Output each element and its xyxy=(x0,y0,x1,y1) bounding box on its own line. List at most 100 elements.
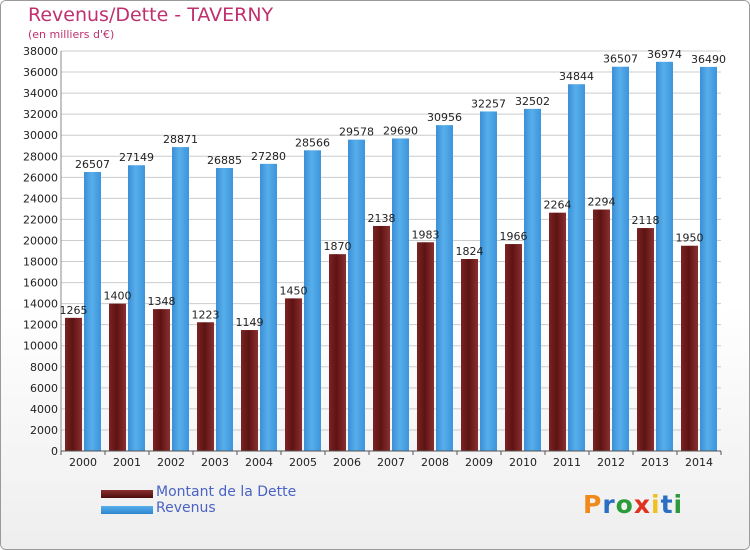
x-axis: 2000 2001 2002 2003 2004 2005 2006 2007 2008 2009… xyxy=(60,450,722,469)
bar-dette xyxy=(109,303,126,451)
x-tick-label: 2007 xyxy=(377,456,405,469)
x-tick-label: 2011 xyxy=(553,456,581,469)
legend-swatch-revenus xyxy=(101,506,153,514)
x-tick-label: 2005 xyxy=(289,456,317,469)
x-tick-label: 2006 xyxy=(333,456,361,469)
y-tick-label: 4000 xyxy=(30,403,58,416)
value-label-dette: 1824 xyxy=(456,245,484,258)
legend-label-revenus: Revenus xyxy=(156,500,216,516)
proxiti-logo: Proxiti xyxy=(583,490,683,519)
bar-revenus xyxy=(700,66,717,451)
x-tick-label: 2008 xyxy=(421,456,449,469)
y-tick-label: 8000 xyxy=(30,361,58,374)
y-tick-label: 16000 xyxy=(23,277,58,290)
value-label-revenus: 36974 xyxy=(647,48,682,61)
legend-swatch-dette xyxy=(101,490,153,498)
value-label-revenus: 36507 xyxy=(603,53,638,66)
y-tick-label: 24000 xyxy=(23,192,58,205)
y-tick-label: 12000 xyxy=(23,319,58,332)
x-tick-label: 2003 xyxy=(201,456,229,469)
value-label-revenus: 29690 xyxy=(383,124,418,137)
bar-dette xyxy=(65,317,82,451)
bar-revenus xyxy=(172,147,189,452)
value-label-dette: 1400 xyxy=(104,290,132,303)
bar-dette xyxy=(505,244,522,451)
bar-revenus xyxy=(656,61,673,452)
value-label-dette: 2118 xyxy=(632,214,660,227)
value-label-dette: 2264 xyxy=(544,199,572,212)
y-axis: 0 2000 4000 6000 8000 10000 12000 14000 16000 180… xyxy=(23,45,62,458)
value-label-revenus: 26507 xyxy=(75,158,110,171)
value-label-dette: 1149 xyxy=(236,316,264,329)
x-tick-label: 2012 xyxy=(597,456,625,469)
value-label-dette: 1223 xyxy=(192,308,220,321)
value-label-revenus: 32502 xyxy=(515,95,550,108)
bar-dette xyxy=(637,228,654,451)
chart-subtitle: (en milliers d'€) xyxy=(28,28,115,41)
value-label-revenus: 32257 xyxy=(471,97,506,110)
bar-revenus xyxy=(568,84,585,451)
value-label-revenus: 27149 xyxy=(119,151,154,164)
y-tick-label: 2000 xyxy=(30,424,58,437)
y-tick-label: 32000 xyxy=(23,108,58,121)
bar-revenus xyxy=(304,150,321,451)
bar-dette xyxy=(593,209,610,451)
logo-letter: t xyxy=(660,490,674,519)
value-label-dette: 1265 xyxy=(60,304,88,317)
bar-dette xyxy=(241,330,258,451)
value-label-revenus: 34844 xyxy=(559,70,594,83)
value-label-dette: 1983 xyxy=(412,228,440,241)
bar-dette xyxy=(549,212,566,451)
grid-lines xyxy=(61,50,721,452)
logo-letter: o xyxy=(615,490,634,519)
x-tick-label: 2014 xyxy=(685,456,713,469)
bar-dette xyxy=(197,322,214,451)
y-tick-label: 34000 xyxy=(23,87,58,100)
value-label-dette: 1450 xyxy=(280,284,308,297)
logo-letter: i xyxy=(673,490,684,519)
x-tick-label: 2001 xyxy=(113,456,141,469)
y-tick-label: 6000 xyxy=(30,382,58,395)
value-label-revenus: 30956 xyxy=(427,111,462,124)
bar-revenus xyxy=(392,138,409,451)
bar-revenus xyxy=(480,111,497,451)
y-tick-label: 10000 xyxy=(23,340,58,353)
bar-dette xyxy=(285,298,302,451)
value-labels: 1265 26507 1400 27149 1348 28871 1223 26885 1149… xyxy=(60,48,727,329)
y-tick-label: 14000 xyxy=(23,298,58,311)
y-tick-label: 28000 xyxy=(23,150,58,163)
bar-revenus xyxy=(612,66,629,451)
value-label-revenus: 28566 xyxy=(295,136,330,149)
value-label-revenus: 36490 xyxy=(691,53,726,66)
y-tick-label: 26000 xyxy=(23,171,58,184)
bar-revenus xyxy=(436,125,453,451)
y-tick-label: 30000 xyxy=(23,129,58,142)
bar-revenus xyxy=(216,168,233,451)
value-label-dette: 1950 xyxy=(676,232,704,245)
value-label-dette: 1966 xyxy=(500,230,528,243)
y-tick-label: 38000 xyxy=(23,45,58,58)
x-tick-label: 2004 xyxy=(245,456,273,469)
y-tick-label: 0 xyxy=(51,445,58,458)
y-tick-label: 36000 xyxy=(23,66,58,79)
value-label-dette: 1870 xyxy=(324,240,352,253)
value-label-dette: 2138 xyxy=(368,212,396,225)
y-tick-label: 22000 xyxy=(23,213,58,226)
y-tick-label: 20000 xyxy=(23,234,58,247)
value-label-revenus: 29578 xyxy=(339,126,374,139)
bars xyxy=(65,61,717,452)
x-tick-label: 2000 xyxy=(69,456,97,469)
legend-label-dette: Montant de la Dette xyxy=(156,484,297,500)
x-tick-label: 2002 xyxy=(157,456,185,469)
value-label-revenus: 27280 xyxy=(251,150,286,163)
x-tick-label: 2009 xyxy=(465,456,493,469)
value-label-revenus: 26885 xyxy=(207,154,242,167)
value-label-revenus: 28871 xyxy=(163,133,198,146)
bar-revenus xyxy=(84,171,101,451)
bar-revenus xyxy=(128,165,145,451)
bar-dette xyxy=(329,254,346,451)
x-tick-label: 2010 xyxy=(509,456,537,469)
value-label-dette: 2294 xyxy=(588,196,616,209)
